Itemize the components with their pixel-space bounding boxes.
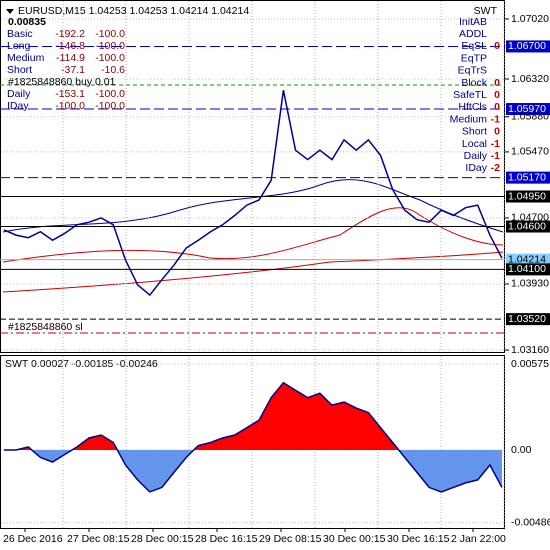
info-value: -192.2 [55, 28, 85, 40]
balance-value: 0.00835 [8, 16, 46, 28]
price-tick-label: 1.05970 [508, 103, 546, 115]
status-label: IDay [465, 162, 487, 174]
info-value: -114.9 [56, 52, 85, 64]
price-tick-label: 1.05880 [511, 111, 549, 123]
price-label-box [506, 190, 550, 203]
dropdown-icon[interactable] [6, 9, 14, 14]
info-value: -153.1 [55, 88, 85, 100]
status-label: ADDL [459, 28, 487, 40]
info-value: -100.0 [95, 52, 125, 64]
status-value: 0 [494, 40, 500, 52]
status-label: EqTrS [458, 65, 487, 77]
price-label-box [506, 40, 550, 53]
main-frame [0, 0, 505, 353]
indicator-tick-label: -0.00486 [511, 516, 550, 528]
status-label: EqTP [461, 52, 487, 64]
info-value: -100.0 [95, 88, 125, 100]
info-value: -100.0 [95, 40, 125, 52]
indicator-name: SWT [474, 5, 498, 17]
status-value: -1 [491, 113, 500, 125]
info-value: -100.0 [55, 100, 85, 112]
info-value: -37.1 [61, 64, 85, 76]
order-label: #1825848860 sl [8, 321, 83, 333]
price-tick-label: 1.06700 [508, 40, 546, 52]
price-label-box [506, 103, 550, 116]
indicator-line [4, 381, 503, 493]
status-value: 0 [494, 126, 500, 138]
info-label: Long [7, 40, 31, 52]
time-tick-label: 2 Jan 22:00 [451, 533, 506, 545]
price-tick-label: 1.07020 [511, 13, 549, 25]
price-label-box [506, 263, 550, 276]
price-tick-label: 1.04214 [508, 253, 546, 265]
indicator-label: SWT 0.00027 -0.00185 -0.00246 [5, 358, 158, 370]
status-label: Short [462, 126, 487, 138]
time-tick-label: 30 Dec 16:15 [387, 533, 450, 545]
price-label-box [506, 171, 550, 184]
info-value: -10.6 [101, 64, 125, 76]
status-label: Block [461, 77, 487, 89]
status-label: Local [462, 138, 487, 150]
price-label-box [506, 253, 550, 266]
price-tick-label: 1.05470 [511, 146, 549, 158]
moving-average [2, 251, 504, 293]
status-label: SafeTL [453, 89, 487, 101]
indicator-area-negative [4, 450, 502, 492]
status-label: Medium [450, 113, 488, 125]
status-label: HftCls [458, 101, 487, 113]
price-tick-label: 1.03930 [511, 278, 549, 290]
price-tick-label: 1.04100 [508, 263, 546, 275]
symbol-header: EURUSD,M15 1.04253 1.04253 1.04214 1.042… [18, 5, 249, 17]
info-label: IDay [7, 100, 29, 112]
price-tick-label: 1.03160 [511, 344, 549, 356]
time-tick-label: 30 Dec 00:15 [323, 533, 386, 545]
price-label-box [506, 220, 550, 233]
order-label: #1825848860 buy 0.01 [8, 76, 116, 88]
status-value: 0 [494, 101, 500, 113]
price-label-box [506, 313, 550, 326]
info-label: Medium [7, 52, 45, 64]
info-label: Daily [7, 88, 31, 100]
info-label: Basic [7, 28, 33, 40]
status-value: -1 [491, 150, 500, 162]
price-tick-label: 1.04950 [508, 190, 546, 202]
time-tick-label: 27 Dec 08:15 [67, 533, 130, 545]
indicator-tick-label: 0.00575 [511, 358, 549, 370]
price-line [3, 90, 503, 297]
info-value: -100.0 [95, 28, 125, 40]
price-tick-label: 1.05170 [508, 171, 546, 183]
time-tick-label: 26 Dec 2016 [3, 533, 63, 545]
status-label: Daily [464, 150, 488, 162]
status-value: -2 [491, 162, 500, 174]
time-tick-label: 28 Dec 00:15 [131, 533, 194, 545]
status-label: InitAB [459, 16, 487, 28]
time-tick-label: 29 Dec 08:15 [259, 533, 322, 545]
price-tick-label: 1.06320 [511, 73, 549, 85]
status-value: 0 [494, 89, 500, 101]
info-label: Short [7, 64, 32, 76]
status-value: -1 [491, 138, 500, 150]
indicator-area-positive [4, 382, 502, 450]
indicator-tick-label: 0.00 [511, 444, 532, 456]
status-value: 0 [494, 77, 500, 89]
status-label: EqSL [461, 40, 487, 52]
price-tick-label: 1.03520 [508, 313, 546, 325]
moving-average [2, 179, 504, 233]
price-tick-label: 1.04600 [508, 220, 546, 232]
info-value: -100.0 [95, 100, 125, 112]
time-tick-label: 28 Dec 16:15 [195, 533, 258, 545]
info-value: -146.8 [55, 40, 85, 52]
